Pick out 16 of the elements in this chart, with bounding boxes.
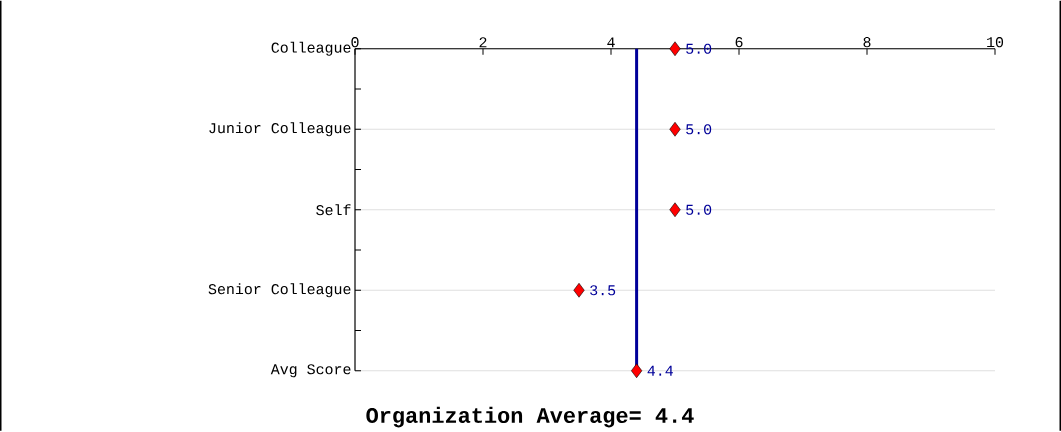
y-tick-label: Avg Score (270, 364, 351, 378)
data-label: 4.4 (647, 366, 673, 376)
x-tick-label: 8 (863, 37, 871, 48)
x-tick-label: 6 (735, 37, 743, 48)
x-tick-label: 10 (987, 37, 1004, 48)
data-label: 5.0 (686, 204, 712, 216)
x-tick-label: 0 (351, 37, 359, 48)
y-tick-label: Senior Colleague (208, 283, 351, 298)
y-tick-label: Colleague (271, 42, 351, 56)
y-tick-label: Self (316, 204, 351, 216)
y-tick-label: Junior Colleague (209, 122, 351, 137)
text: Organization Average= 4.4 (366, 407, 694, 428)
data-label: 3.5 (590, 285, 616, 296)
x-tick-label: 2 (479, 37, 487, 48)
x-tick-label: 4 (607, 37, 615, 48)
data-label: 5.0 (686, 124, 712, 135)
